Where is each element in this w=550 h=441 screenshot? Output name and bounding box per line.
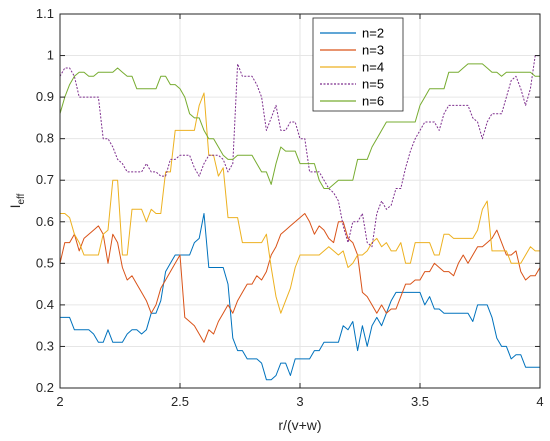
x-tick-label: 2 xyxy=(56,394,63,409)
y-tick-label: 0.9 xyxy=(36,89,54,104)
legend-box xyxy=(312,17,404,112)
x-axis-label: r/(v+w) xyxy=(278,417,321,433)
series-line-4 xyxy=(59,55,540,248)
y-axis-ticks: 0.2 0.3 0.4 0.5 0.6 0.7 0.8 0.9 1 1.1 xyxy=(36,6,540,395)
series-line-5 xyxy=(59,63,540,189)
y-axis-label-main: I xyxy=(7,205,23,209)
series-line-1 xyxy=(60,213,540,381)
y-tick-label: 0.5 xyxy=(36,255,54,270)
x-axis-ticks: 2 2.5 3 3.5 4 xyxy=(56,14,544,409)
x-tick-label: 3.5 xyxy=(411,394,429,409)
y-tick-label: 1.1 xyxy=(36,6,54,21)
x-tick-label: 3 xyxy=(296,394,303,409)
x-tick-label: 4 xyxy=(536,394,543,409)
y-tick-label: 0.8 xyxy=(36,131,54,146)
series-line-2 xyxy=(59,213,541,343)
y-axis-label: Ieff xyxy=(7,193,27,208)
y-tick-label: 0.3 xyxy=(36,338,54,353)
y-axis-label-subscript: eff xyxy=(16,193,27,204)
y-tick-label: 0.6 xyxy=(36,214,54,229)
y-tick-label: 0.7 xyxy=(36,172,54,187)
y-tick-label: 0.2 xyxy=(36,380,54,395)
y-tick-label: 0.4 xyxy=(36,297,54,312)
legend-label: n=4 xyxy=(362,60,384,75)
y-tick-label: 1 xyxy=(47,48,54,63)
legend-label: n=5 xyxy=(362,77,384,92)
series-layer xyxy=(59,55,541,381)
x-tick-label: 2.5 xyxy=(171,394,189,409)
legend-label: n=3 xyxy=(362,43,384,58)
legend: n=2 n=3 n=4 n=5 n=6 xyxy=(312,17,404,112)
legend-label: n=2 xyxy=(362,26,384,41)
legend-label: n=6 xyxy=(362,94,384,109)
series-line-3 xyxy=(60,92,540,314)
